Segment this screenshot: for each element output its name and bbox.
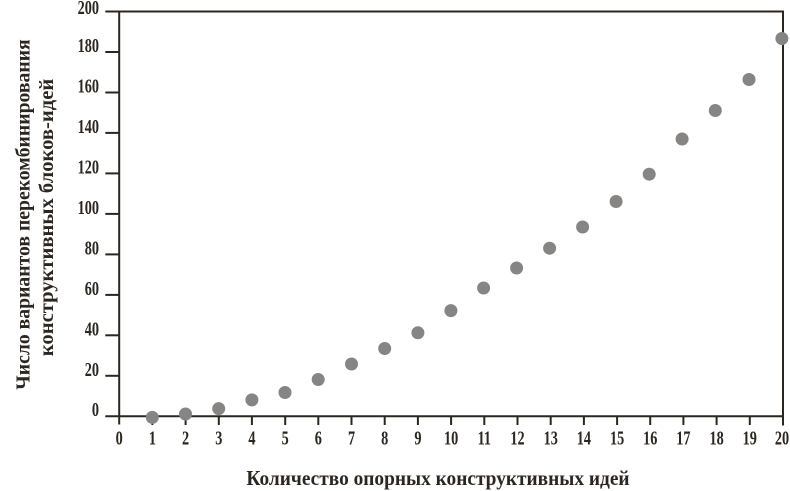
svg-text:19: 19 — [743, 427, 757, 449]
svg-text:конструктивных блоков-идей: конструктивных блоков-идей — [36, 78, 58, 356]
svg-text:8: 8 — [381, 427, 388, 449]
svg-text:200: 200 — [78, 0, 99, 18]
svg-text:140: 140 — [78, 116, 99, 138]
svg-text:120: 120 — [78, 156, 99, 178]
svg-text:13: 13 — [544, 427, 558, 449]
svg-text:11: 11 — [478, 427, 491, 449]
svg-text:100: 100 — [78, 197, 99, 219]
svg-text:10: 10 — [444, 427, 458, 449]
svg-text:40: 40 — [85, 318, 99, 340]
svg-text:2: 2 — [182, 427, 189, 449]
svg-text:0: 0 — [92, 399, 99, 421]
svg-text:20: 20 — [775, 427, 789, 449]
svg-text:1: 1 — [149, 427, 156, 449]
svg-text:20: 20 — [85, 359, 99, 381]
svg-text:17: 17 — [676, 427, 691, 449]
svg-text:12: 12 — [510, 427, 524, 449]
svg-text:18: 18 — [709, 427, 723, 449]
svg-text:160: 160 — [78, 75, 99, 97]
svg-text:14: 14 — [577, 427, 592, 449]
svg-text:16: 16 — [643, 427, 658, 449]
svg-text:180: 180 — [78, 35, 99, 57]
svg-text:7: 7 — [348, 427, 356, 449]
svg-text:4: 4 — [248, 427, 256, 449]
svg-text:5: 5 — [282, 427, 289, 449]
svg-text:Число вариантов перекомбиниров: Число вариантов перекомбинирования — [12, 39, 34, 390]
svg-text:0: 0 — [116, 427, 123, 449]
svg-text:Количество опорных конструктив: Количество опорных конструктивных идей — [246, 467, 630, 490]
svg-text:9: 9 — [414, 427, 421, 449]
svg-text:15: 15 — [610, 427, 624, 449]
svg-text:60: 60 — [85, 278, 99, 300]
svg-text:6: 6 — [315, 427, 323, 449]
svg-text:80: 80 — [85, 237, 99, 259]
svg-text:3: 3 — [215, 427, 222, 449]
